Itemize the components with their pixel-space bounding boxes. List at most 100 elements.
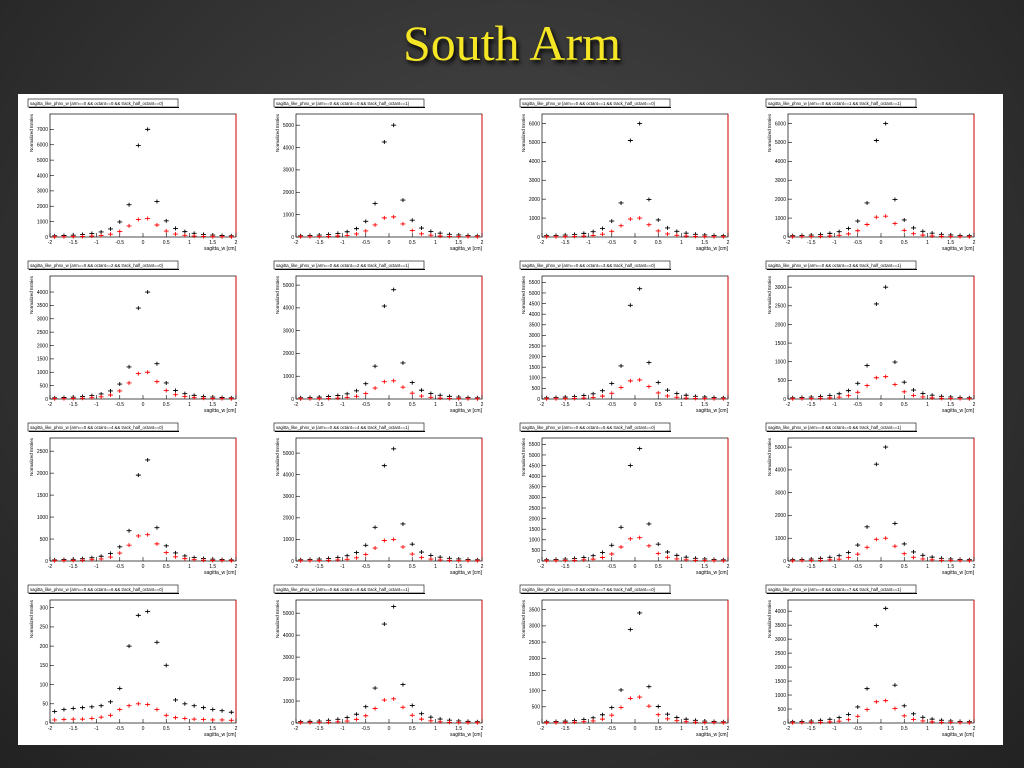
data-point [845, 712, 851, 717]
y-tick-label: 100 [40, 682, 49, 688]
x-tick-label: 2 [973, 726, 976, 732]
data-point [873, 375, 879, 380]
data-point [372, 686, 378, 691]
y-tick-label: 3000 [775, 637, 786, 643]
x-tick-label: -0.5 [115, 240, 124, 246]
data-point [465, 720, 471, 725]
data-point [391, 446, 397, 451]
x-tick-label: 0.5 [163, 240, 170, 246]
y-tick-label: 0 [537, 559, 540, 565]
y-tick-label: 1500 [37, 357, 48, 363]
data-point [61, 558, 67, 563]
data-point [799, 558, 805, 563]
data-point [873, 301, 879, 306]
data-point [456, 396, 462, 401]
y-axis-label: Normalized Entries [29, 275, 34, 314]
x-tick-label: -1 [832, 726, 837, 732]
x-tick-label: 0 [388, 564, 391, 570]
data-point [344, 557, 350, 562]
data-point [182, 716, 188, 721]
y-tick-label: 3500 [775, 623, 786, 629]
data-point [61, 396, 67, 401]
plot-frame [49, 275, 237, 400]
data-point [590, 395, 596, 400]
data-point [381, 379, 387, 384]
data-point [627, 463, 633, 468]
x-axis-label: sagitta_w [cm] [450, 246, 483, 252]
y-tick-label: 4000 [529, 312, 540, 318]
x-tick-label: -1 [94, 240, 99, 246]
data-point [173, 697, 179, 702]
data-point [637, 535, 643, 540]
y-tick-label: 50 [42, 702, 48, 708]
x-axis-label: sagitta_w [cm] [204, 570, 237, 576]
y-tick-label: 500 [778, 378, 787, 384]
y-tick-label: 2000 [529, 516, 540, 522]
data-point [674, 553, 680, 558]
data-point [126, 528, 132, 533]
data-point [599, 232, 605, 237]
y-tick-label: 1000 [529, 688, 540, 694]
y-tick-label: 200 [40, 644, 49, 650]
y-tick-label: 0 [45, 397, 48, 403]
data-point [70, 717, 76, 722]
data-point [419, 231, 425, 236]
y-tick-label: 3000 [37, 189, 48, 195]
data-point [627, 696, 633, 701]
y-tick-label: 1500 [775, 341, 786, 347]
data-point [674, 556, 680, 561]
data-point [70, 558, 76, 563]
data-point [363, 704, 369, 709]
data-point [855, 381, 861, 386]
x-tick-label: -1.5 [561, 726, 570, 732]
data-point [966, 234, 972, 239]
y-axis-label: Normalized Entries [275, 275, 280, 314]
data-point [307, 558, 313, 563]
data-point [618, 705, 624, 710]
x-tick-label: -1.5 [315, 402, 324, 408]
y-tick-label: 4000 [529, 474, 540, 480]
x-tick-label: -1 [832, 564, 837, 570]
y-tick-label: 0 [537, 397, 540, 403]
x-tick-label: -1 [94, 564, 99, 570]
data-point [344, 233, 350, 238]
data-point [836, 391, 842, 396]
data-point [836, 719, 842, 724]
y-tick-label: 3000 [529, 178, 540, 184]
x-tick-label: 2 [727, 240, 730, 246]
y-tick-label: 1000 [283, 537, 294, 543]
data-point [335, 396, 341, 401]
data-point [702, 558, 708, 563]
data-point [372, 546, 378, 551]
y-tick-label: 3000 [529, 624, 540, 630]
data-point [855, 714, 861, 719]
data-point [381, 622, 387, 627]
y-tick-label: 1500 [529, 527, 540, 533]
x-tick-label: -0.5 [361, 564, 370, 570]
y-tick-label: 2000 [283, 190, 294, 196]
data-point [98, 556, 104, 561]
data-point [674, 395, 680, 400]
x-tick-label: -0.5 [853, 240, 862, 246]
data-point [465, 234, 471, 239]
plot-frame [295, 113, 483, 238]
data-point [572, 720, 578, 725]
data-point [637, 446, 643, 451]
data-point [808, 234, 814, 239]
data-point [920, 553, 926, 558]
x-axis-label: sagitta_w [cm] [204, 246, 237, 252]
x-tick-label: 0.5 [655, 402, 662, 408]
y-tick-label: 2500 [775, 304, 786, 310]
plot-frame [541, 275, 729, 400]
data-point [892, 221, 898, 226]
data-point [135, 217, 141, 222]
x-tick-label: 1.5 [947, 240, 954, 246]
data-point [590, 391, 596, 396]
x-tick-label: -1.5 [69, 402, 78, 408]
x-tick-label: -0.5 [361, 240, 370, 246]
x-tick-label: -0.5 [361, 726, 370, 732]
data-point [720, 720, 726, 725]
chart-title: sagitta_like_phnx_w {arm==0 && octant==0… [30, 101, 164, 106]
data-point [307, 720, 313, 725]
data-point [836, 557, 842, 562]
